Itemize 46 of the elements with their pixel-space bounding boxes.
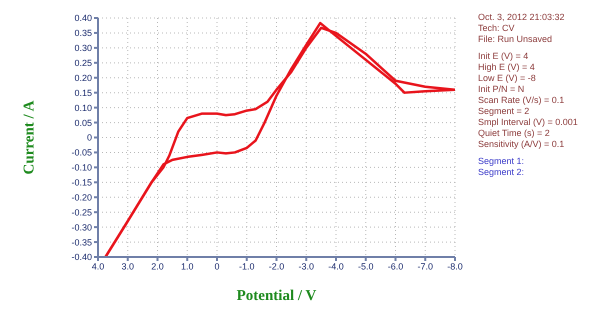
- text: Init P/N = N: [478, 84, 526, 95]
- text: Tech: CV: [478, 23, 516, 34]
- x-tick-label: -1.0: [238, 261, 255, 272]
- y-tick-label: -0.05: [71, 148, 92, 158]
- y-tick-label: -0.25: [71, 207, 92, 218]
- y-tick-label: 0.10: [74, 102, 92, 113]
- text: Quiet Time (s) = 2: [478, 128, 551, 139]
- x-axis-title: Potential / V: [236, 288, 317, 304]
- text: Sensitivity (A/V) = 0.1: [478, 139, 566, 150]
- x-tick-label: -8.0: [447, 261, 463, 272]
- x-tick-label: -4.0: [328, 261, 344, 272]
- text: File: Run Unsaved: [478, 34, 554, 45]
- y-axis-title: Current / A: [21, 100, 38, 174]
- x-tick-label: 0: [214, 261, 220, 272]
- x-tick-label: -6.0: [388, 261, 404, 272]
- y-tick-label: -0.35: [71, 237, 92, 248]
- text: Scan Rate (V/s) = 0.1: [478, 95, 566, 106]
- text: Oct. 3, 2012 21:03:32: [478, 12, 566, 23]
- y-tick-label: 0.35: [74, 28, 92, 38]
- text: Low E (V) = -8: [478, 73, 537, 84]
- y-tick-label: 0.30: [74, 43, 92, 54]
- x-tick-label: 1.0: [180, 261, 194, 272]
- y-tick-label: -0.20: [71, 192, 92, 202]
- y-tick-label: 0: [86, 132, 92, 143]
- y-tick-label: 0.15: [74, 88, 92, 98]
- x-tick-label: 3.0: [121, 261, 134, 272]
- x-tick-label: 4.0: [92, 261, 104, 272]
- text: High E (V) = 4: [478, 62, 536, 73]
- y-tick-label: -0.30: [71, 222, 92, 232]
- y-tick-label: 0.40: [74, 13, 92, 24]
- y-tick-label: 0.25: [74, 58, 92, 68]
- text: Segment 2:: [478, 167, 526, 178]
- text: Smpl Interval (V) = 0.001: [478, 117, 578, 128]
- y-tick-label: 0.05: [74, 118, 92, 128]
- x-tick-label: -3.0: [298, 261, 314, 272]
- x-tick-label: -5.0: [358, 261, 374, 272]
- text: Init E (V) = 4: [478, 51, 530, 62]
- y-tick-label: 0.20: [74, 72, 92, 83]
- x-tick-label: -7.0: [417, 261, 434, 272]
- text: Segment = 2: [478, 106, 530, 117]
- y-tick-label: -0.40: [71, 252, 92, 262]
- y-tick-label: -0.15: [71, 178, 92, 188]
- text: Segment 1:: [478, 156, 526, 167]
- x-tick-label: -2.0: [268, 261, 284, 272]
- y-tick-label: -0.10: [71, 162, 92, 173]
- x-tick-label: 2.0: [151, 261, 164, 272]
